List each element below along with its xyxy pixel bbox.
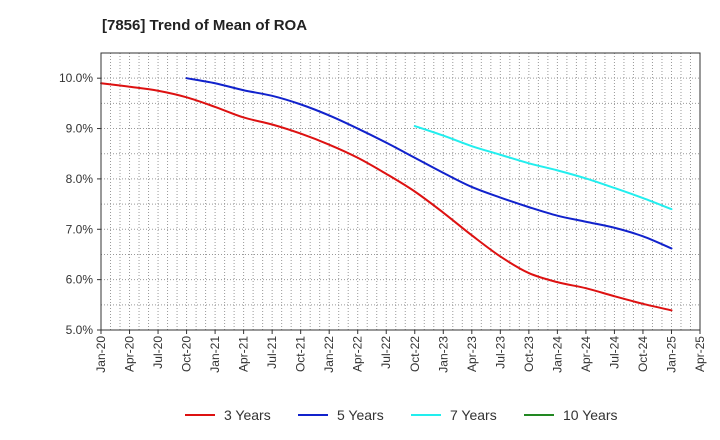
x-tick-label: Apr-22 — [351, 336, 365, 372]
x-tick-label: Apr-21 — [237, 336, 251, 372]
x-tick-label: Oct-20 — [180, 336, 194, 372]
y-tick-label: 6.0% — [66, 273, 94, 287]
x-tick-label: Oct-21 — [294, 336, 308, 372]
x-tick-label: Jul-23 — [493, 336, 507, 369]
y-tick-label: 8.0% — [66, 172, 94, 186]
x-tick-label: Oct-22 — [408, 336, 422, 372]
x-tick-label: Jan-23 — [436, 336, 450, 373]
x-tick-label: Jan-21 — [208, 336, 222, 373]
x-tick-label: Apr-24 — [579, 336, 593, 372]
legend-label-7-years: 7 Years — [450, 407, 497, 423]
plot-frame — [100, 52, 701, 331]
grid-layer — [101, 52, 700, 330]
x-tick-label: Oct-23 — [522, 336, 536, 372]
x-tick-label: Jul-21 — [265, 336, 279, 369]
x-tick-label: Jan-22 — [322, 336, 336, 373]
x-tick-label: Oct-24 — [636, 336, 650, 372]
legend-label-10-years: 10 Years — [563, 407, 618, 423]
axis-layer: 5.0% 6.0% 7.0% 8.0% 9.0% 10.0% Jan-20 Apr-20 Jul… — [59, 71, 707, 373]
x-tick-label: Apr-23 — [465, 336, 479, 372]
chart-title: [7856] Trend of Mean of ROA — [102, 17, 308, 34]
series-line-5-years — [185, 77, 673, 250]
x-tick-label: Jul-24 — [607, 336, 621, 369]
x-tick-label: Apr-20 — [123, 336, 137, 372]
y-tick-label: 9.0% — [66, 122, 94, 136]
x-tick-label: Jul-22 — [379, 336, 393, 369]
legend-label-3-years: 3 Years — [224, 407, 271, 423]
x-tick-label: Jan-25 — [664, 336, 678, 373]
y-tick-label: 5.0% — [66, 323, 94, 337]
x-tick-label: Jul-20 — [151, 336, 165, 369]
series-line-3-years — [100, 82, 673, 312]
x-tick-label: Apr-25 — [693, 336, 707, 372]
series-layer — [100, 77, 673, 312]
series-line-7-years — [413, 125, 673, 211]
legend-layer: 3 Years 5 Years 7 Years 10 Years — [185, 407, 618, 423]
x-tick-label: Jan-20 — [94, 336, 108, 373]
y-tick-label: 7.0% — [66, 222, 94, 236]
legend-label-5-years: 5 Years — [337, 407, 384, 423]
y-tick-label: 10.0% — [59, 71, 93, 85]
x-tick-label: Jan-24 — [550, 336, 564, 373]
